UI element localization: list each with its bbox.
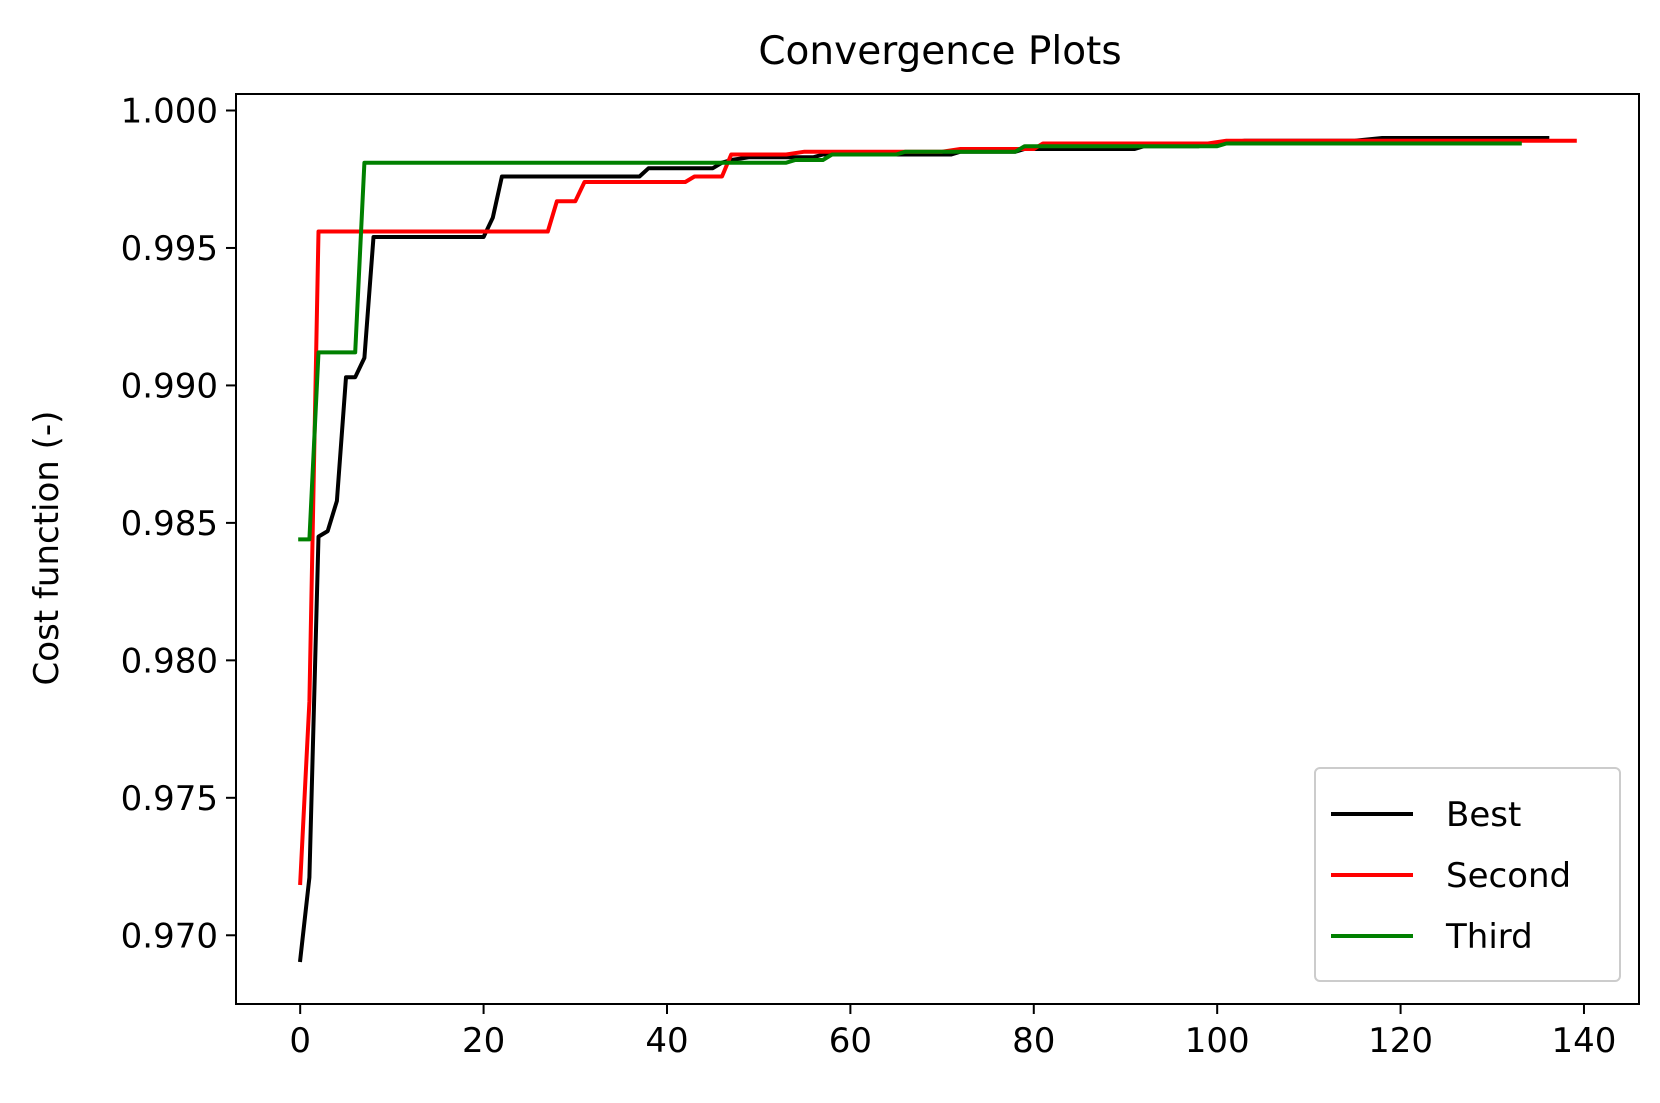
y-tick-label: 0.980 <box>121 641 218 681</box>
legend: Best Second Third <box>1314 767 1621 982</box>
series-line-third <box>298 141 1522 542</box>
legend-label-third: Third <box>1445 917 1533 957</box>
y-tick-label: 0.975 <box>121 779 218 819</box>
y-tick-label: 1.000 <box>121 91 218 131</box>
chart-title: Convergence Plots <box>758 29 1121 74</box>
x-tick-label: 20 <box>462 1021 505 1061</box>
plot-series-group <box>297 136 1577 963</box>
x-tick-label: 100 <box>1185 1021 1250 1061</box>
x-tick-label: 60 <box>829 1021 872 1061</box>
y-tick-label: 0.985 <box>121 504 218 544</box>
plot-area-frame <box>235 93 1640 1005</box>
y-tick-label: 0.995 <box>121 229 218 269</box>
x-tick-label: 140 <box>1552 1021 1617 1061</box>
y-axis-ticks: 0.970 0.975 0.980 0.985 0.990 0.995 1.000 <box>121 91 236 956</box>
x-tick-label: 40 <box>645 1021 688 1061</box>
x-tick-label: 80 <box>1012 1021 1055 1061</box>
x-tick-label: 120 <box>1368 1021 1433 1061</box>
legend-label-second: Second <box>1446 856 1571 896</box>
y-axis-label: Cost function (-) <box>27 411 67 686</box>
y-tick-label: 0.970 <box>121 916 218 956</box>
y-tick-label: 0.990 <box>121 366 218 406</box>
legend-label-best: Best <box>1446 795 1521 835</box>
x-tick-label: 0 <box>289 1021 311 1061</box>
x-axis-ticks: 0 20 40 60 80 100 120 140 <box>289 1004 1616 1061</box>
legend-box <box>1314 767 1621 982</box>
